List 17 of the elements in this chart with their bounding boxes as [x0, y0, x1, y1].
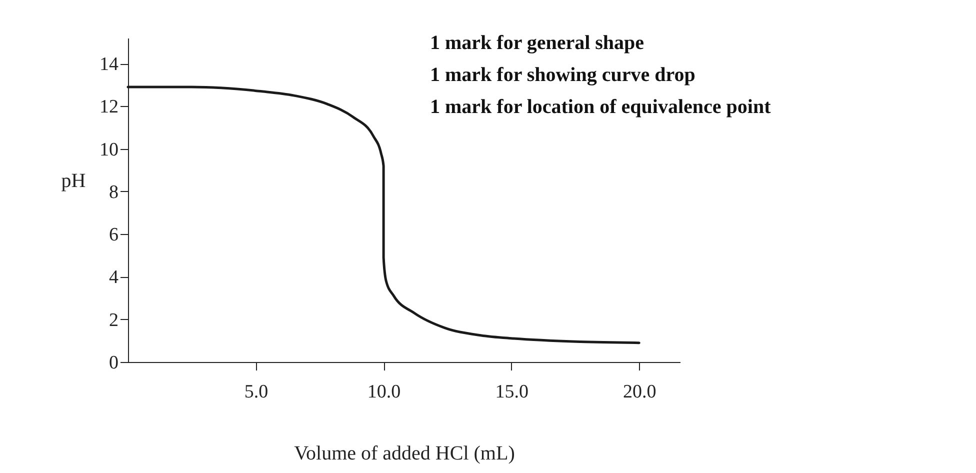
x-tick-label: 10.0 — [367, 382, 401, 402]
x-axis-title: Volume of added HCl (mL) — [294, 442, 515, 464]
annotation: 1 mark for showing curve drop — [430, 64, 696, 86]
y-tick-label: 6 — [109, 224, 118, 246]
y-tick-label: 12 — [100, 96, 118, 118]
y-tick-label: 8 — [109, 182, 118, 203]
x-tick-label: 5.0 — [244, 382, 268, 402]
y-axis-title: pH — [61, 170, 86, 192]
annotation: 1 mark for general shape — [430, 32, 644, 54]
y-tick-label: 10 — [100, 139, 118, 160]
y-tick-label: 14 — [100, 54, 119, 76]
x-tick-label: 20.0 — [622, 382, 656, 402]
y-tick-label: 2 — [109, 310, 118, 331]
annotation: 1 mark for location of equivalence point — [430, 96, 772, 118]
x-tick-label: 15.0 — [495, 382, 528, 402]
y-tick-label: 0 — [109, 352, 118, 374]
y-tick-label: 4 — [109, 267, 119, 288]
